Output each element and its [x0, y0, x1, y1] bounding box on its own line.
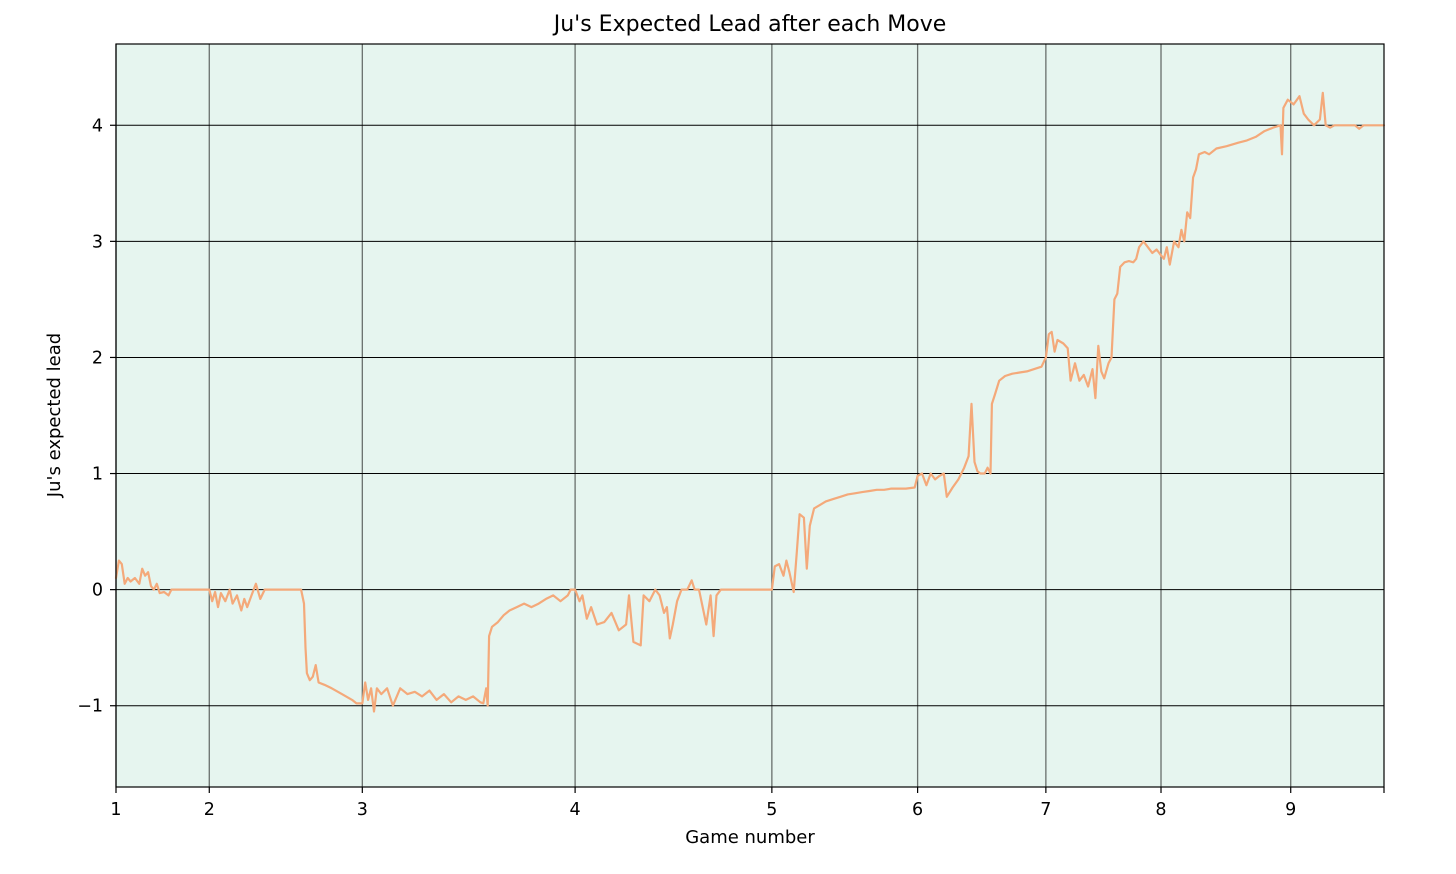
plot-frame	[115, 43, 1385, 788]
x-tick-label: 2	[204, 800, 215, 820]
x-axis-ticks: 1 2 3 4 5 6 7 8 9	[110, 787, 1385, 820]
plot-background	[116, 44, 1384, 787]
y-axis-label: Ju's expected lead	[44, 333, 65, 498]
x-tick-label: 1	[110, 800, 121, 820]
x-tick-label: 8	[1155, 800, 1166, 820]
y-tick-label: 0	[92, 581, 103, 601]
y-tick-label: 4	[92, 116, 103, 136]
y-tick-label: 3	[92, 232, 103, 252]
x-axis-label: Game number	[685, 827, 815, 848]
series-line	[114, 91, 1386, 713]
x-tick-label: 4	[570, 800, 581, 820]
y-axis-ticks: −1 0 1 2 3 4	[77, 116, 116, 717]
x-tick-label: 6	[912, 800, 923, 820]
x-tick-label: 3	[357, 800, 368, 820]
y-tick-label: 1	[92, 465, 103, 485]
chart-title: Ju's Expected Lead after each Move	[552, 12, 947, 37]
grid-lines	[115, 44, 1384, 787]
x-tick-label: 9	[1285, 800, 1296, 820]
y-tick-label: 2	[92, 348, 103, 368]
x-tick-label: 5	[766, 800, 777, 820]
y-tick-label: −1	[77, 697, 103, 717]
x-tick-label: 7	[1040, 800, 1051, 820]
